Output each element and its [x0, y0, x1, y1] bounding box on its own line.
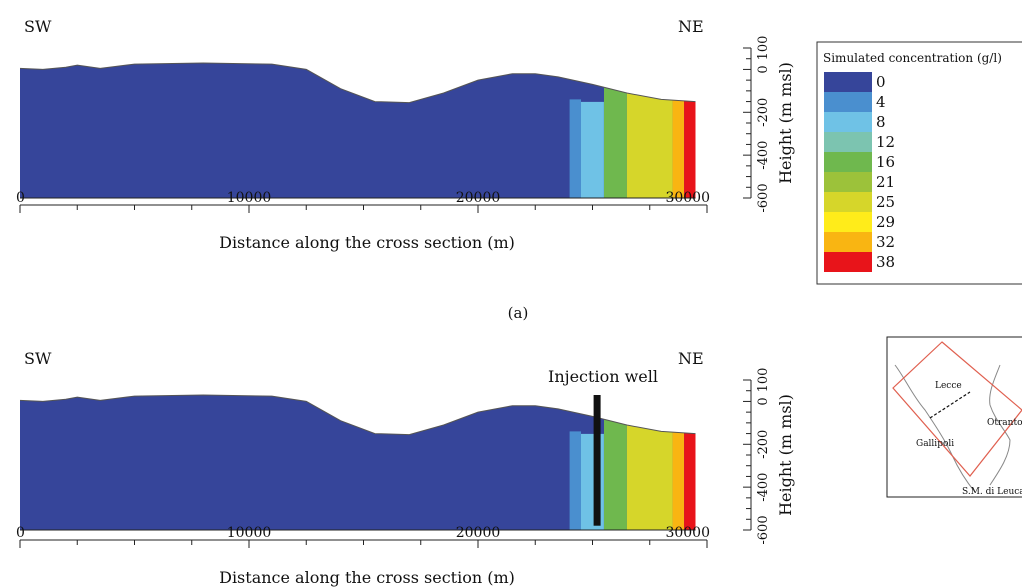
map-label-otranto: Otranto: [987, 418, 1022, 428]
ne-label: NE: [678, 17, 704, 36]
concentration-bands: [569, 87, 696, 198]
y-tick-label: -600: [756, 183, 771, 212]
band-32: [672, 432, 685, 530]
x-tick-label: 20000: [456, 525, 501, 541]
y-tick-label: 100: [756, 368, 771, 393]
legend-label: 0: [876, 73, 886, 91]
x-tick-label: 0: [16, 525, 25, 541]
legend: Simulated concentration (g/l) 0 4 8 12 16 21 25…: [816, 41, 1022, 285]
surface-line: [19, 62, 696, 104]
legend-label: 38: [876, 253, 895, 271]
legend-title: Simulated concentration (g/l): [823, 51, 1002, 65]
map-frame: [886, 336, 1022, 498]
band-25: [626, 93, 673, 198]
x-tick-label: 20000: [456, 190, 501, 206]
y-tick-label: -200: [756, 430, 771, 459]
x-tick-label: 0: [16, 190, 25, 206]
x-tick-label: 10000: [227, 525, 272, 541]
x-tick-label: 30000: [665, 190, 710, 206]
y-tick-label: 0: [756, 397, 771, 405]
y-axis-label: Height (m msl): [776, 62, 795, 184]
sw-label: SW: [24, 349, 52, 368]
band-16: [604, 419, 627, 530]
legend-label: 25: [876, 193, 895, 211]
injection-well-label: Injection well: [548, 367, 658, 386]
legend-swatch-12: [824, 132, 872, 152]
band-25: [626, 425, 673, 530]
y-tick-label: 100: [756, 36, 771, 61]
legend-swatch-32: [824, 232, 872, 252]
legend-label: 16: [876, 153, 895, 171]
legend-swatch-8: [824, 112, 872, 132]
legend-label: 8: [876, 113, 886, 131]
injection-well: [593, 395, 601, 526]
y-tick-label: -400: [756, 473, 771, 502]
legend-swatch-29: [824, 212, 872, 232]
legend-label: 29: [876, 213, 895, 231]
aquifer-body: [20, 395, 696, 530]
legend-swatch-0: [824, 72, 872, 92]
legend-swatch-4: [824, 92, 872, 112]
band-16: [604, 87, 627, 198]
legend-label: 4: [876, 93, 886, 111]
y-tick-label: -600: [756, 515, 771, 544]
legend-label: 21: [876, 173, 895, 191]
band-38: [684, 100, 696, 198]
band-38: [684, 432, 696, 530]
study-area-outline: [892, 341, 1022, 477]
cross-section-panel-a: 0 10000 20000 30000 Distance along the cross…: [16, 17, 795, 322]
y-axis-label: Height (m msl): [776, 394, 795, 516]
concentration-bands: [569, 419, 696, 530]
aquifer-body: [20, 63, 696, 198]
map-label-lecce: Lecce: [935, 381, 962, 391]
surface-line: [19, 394, 696, 436]
map-label-gallipoli: Gallipoli: [916, 439, 954, 449]
legend-label: 32: [876, 233, 895, 251]
legend-swatch-38: [824, 252, 872, 272]
band-32: [672, 100, 685, 198]
x-axis-label: Distance along the cross section (m): [219, 233, 515, 252]
band-4: [569, 99, 581, 198]
x-axis-label: Distance along the cross section (m): [219, 568, 515, 587]
map-label-leuca: S.M. di Leuca: [962, 487, 1022, 497]
panel-caption: (a): [508, 304, 529, 322]
section-trace: [929, 391, 971, 419]
cross-section-panel-b: 0 10000 20000 30000 Distance along the cross…: [16, 349, 795, 587]
legend-swatch-25: [824, 192, 872, 212]
x-tick-label: 10000: [227, 190, 272, 206]
x-tick-label: 30000: [665, 525, 710, 541]
location-map: Lecce Otranto Gallipoli S.M. di Leuca: [886, 336, 1022, 498]
legend-swatch-21: [824, 172, 872, 192]
sw-label: SW: [24, 17, 52, 36]
ne-label: NE: [678, 349, 704, 368]
legend-swatch-16: [824, 152, 872, 172]
y-tick-label: 0: [756, 65, 771, 73]
band-4: [569, 431, 581, 530]
band-8: [581, 101, 604, 198]
y-tick-label: -400: [756, 141, 771, 170]
y-tick-label: -200: [756, 98, 771, 127]
legend-label: 12: [876, 133, 895, 151]
